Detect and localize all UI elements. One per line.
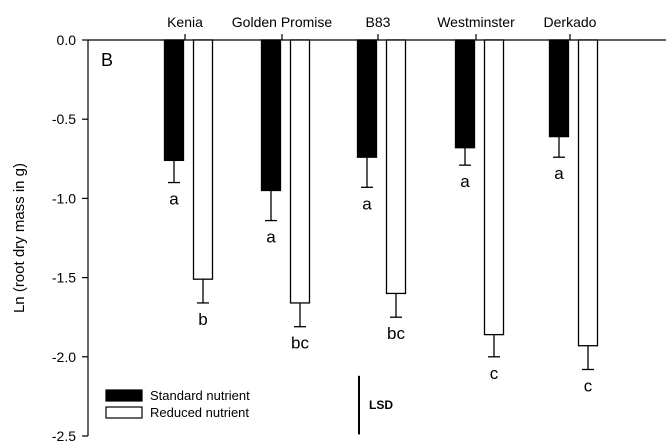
bar: [260, 39, 282, 192]
legend-swatch: [105, 389, 143, 402]
y-tick-label: -2.5: [52, 428, 76, 444]
bar: [289, 39, 311, 304]
y-axis-label: Ln (root dry mass in g): [11, 163, 28, 313]
bar: [356, 39, 378, 158]
significance-letter: bc: [387, 324, 405, 343]
legend-label: Standard nutrient: [150, 388, 250, 403]
y-tick-label: -1.0: [52, 190, 76, 206]
lsd-label: LSD: [369, 398, 393, 412]
panel-label: B: [101, 50, 113, 70]
bar: [577, 39, 599, 347]
y-tick-label: -2.0: [52, 349, 76, 365]
bar: [192, 39, 214, 280]
y-tick-label: 0.0: [57, 32, 77, 48]
lsd-indicator: LSD: [358, 375, 393, 435]
legend-swatch: [105, 406, 143, 419]
y-tick-label: -0.5: [52, 111, 76, 127]
x-category-label: Derkado: [544, 14, 597, 30]
x-category-label: Golden Promise: [232, 14, 333, 30]
significance-letter: a: [460, 172, 470, 191]
y-tick-label: -1.5: [52, 270, 76, 286]
x-category-label: Westminster: [437, 14, 515, 30]
x-ticks: Kenia Golden Promise B83 Westminster Derkado: [167, 14, 597, 40]
significance-letter: a: [169, 190, 179, 209]
x-category-label: B83: [366, 14, 391, 30]
bar: [163, 39, 185, 162]
bar: [483, 39, 505, 336]
significance-letter: bc: [291, 334, 309, 353]
significance-letter: c: [584, 376, 593, 395]
legend-label: Reduced nutrient: [150, 405, 249, 420]
bar: [385, 39, 407, 295]
significance-letter: b: [198, 310, 207, 329]
significance-letter: c: [490, 364, 499, 383]
x-category-label: Kenia: [167, 14, 203, 30]
bar: [454, 39, 476, 149]
significance-letter: a: [362, 194, 372, 213]
legend: Standard nutrient Reduced nutrient: [105, 388, 250, 420]
bars: a b a bc a bc a c a c: [163, 39, 599, 395]
y-ticks: 0.0 -0.5 -1.0 -1.5 -2.0 -2.5: [52, 32, 88, 444]
significance-letter: a: [266, 228, 276, 247]
axes: 0.0 -0.5 -1.0 -1.5 -2.0 -2.5 Kenia Golden Prom…: [52, 14, 666, 444]
significance-letter: a: [554, 164, 564, 183]
bar: [548, 39, 570, 138]
